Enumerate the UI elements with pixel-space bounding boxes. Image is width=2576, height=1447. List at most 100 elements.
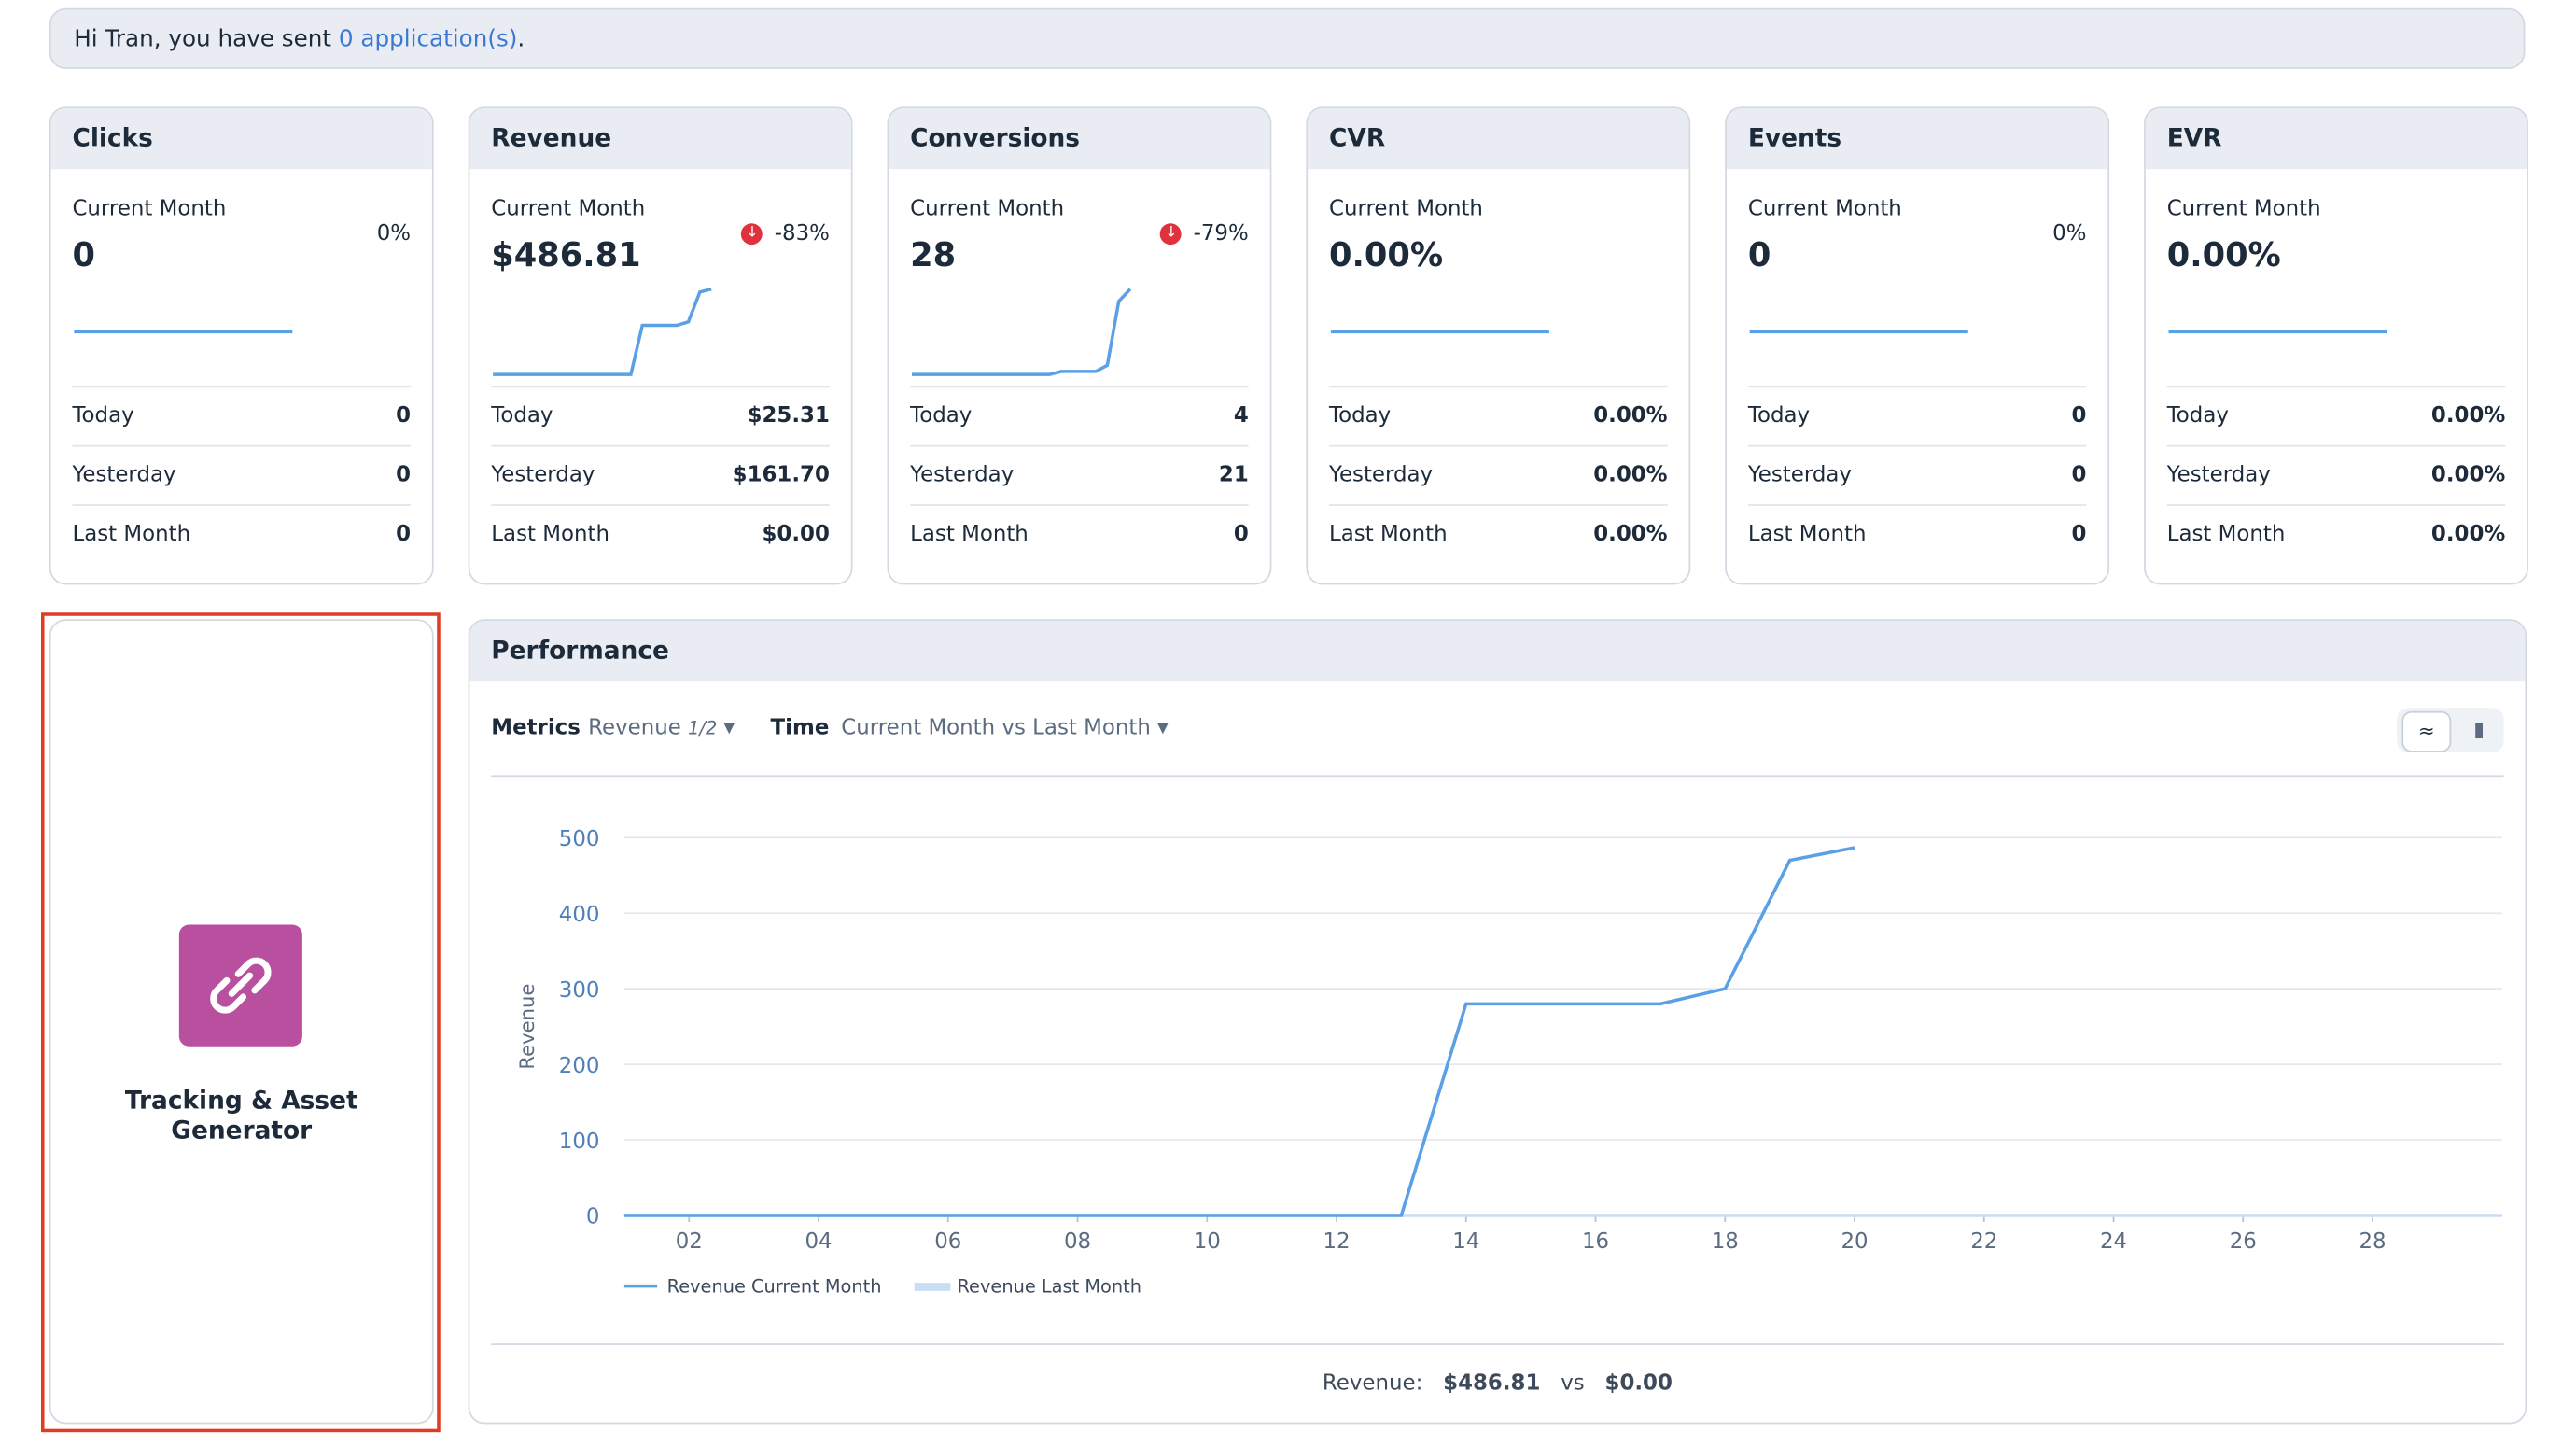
sparkline [911, 288, 1132, 376]
greeting-text: Hi Tran, you have sent [74, 26, 339, 53]
stat-card: Events Current Month 0 0% Today 0 Yesterday 0 La… [1725, 106, 2110, 585]
card-period: Current Month [2166, 197, 2321, 222]
row-label: Today [72, 403, 134, 429]
card-value: 0 [72, 234, 95, 274]
stat-card: CVR Current Month 0.00% Today 0.00% Yesterday… [1306, 106, 1691, 585]
card-change: -79% ↓ [1160, 222, 1249, 246]
row-label: Last Month [1747, 522, 1867, 547]
stat-card: Revenue Current Month $486.81 -83% ↓ Today $25… [468, 106, 853, 585]
performance-title: Performance [469, 621, 2526, 682]
row-label: Today [1747, 403, 1811, 429]
time-label: Time [770, 716, 830, 741]
row-value: 0 [2071, 463, 2087, 488]
row-label: Last Month [910, 522, 1029, 547]
row-label: Yesterday [2166, 463, 2271, 488]
link-icon [178, 924, 302, 1047]
row-value: 21 [1218, 463, 1249, 488]
footer-previous: $0.00 [1604, 1371, 1673, 1397]
card-value: 28 [910, 234, 957, 274]
row-label: Last Month [72, 522, 191, 547]
sparkline [2168, 330, 2387, 334]
row-value: 0.00% [1593, 463, 1668, 488]
card-value: $486.81 [491, 234, 641, 274]
row-divider [1747, 504, 2087, 506]
row-value: 0.00% [1593, 403, 1668, 429]
card-period: Current Month [1747, 197, 1902, 222]
stat-card: Clicks Current Month 0 0% Today 0 Yesterday 0 La… [49, 106, 434, 585]
row-value: 0.00% [1593, 522, 1668, 547]
row-label: Yesterday [1747, 463, 1852, 488]
row-value: $25.31 [747, 403, 830, 429]
row-divider [1329, 386, 1668, 388]
card-value: 0.00% [1329, 234, 1444, 274]
row-label: Today [2166, 403, 2229, 429]
down-icon: ↓ [741, 223, 763, 246]
row-value: 0 [2071, 403, 2087, 429]
row-label: Yesterday [1329, 463, 1434, 488]
row-divider [1329, 504, 1668, 506]
sparkline-line [911, 288, 1132, 376]
sparkline [74, 330, 293, 334]
footer-vs: vs [1561, 1371, 1585, 1397]
footer-current: $486.81 [1443, 1371, 1541, 1397]
card-period: Current Month [1329, 197, 1483, 222]
metric: Revenue [588, 716, 681, 741]
card-title: Revenue [469, 108, 851, 170]
stat-card: Conversions Current Month 28 -79% ↓ Today 4 Yes… [887, 106, 1272, 585]
performance-panel: Performance Metrics Revenue 1/2 ▾ Time C… [468, 619, 2527, 1425]
row-value: 0 [396, 522, 412, 547]
footer: Revenue: $486.81 vs $0.00 [469, 1371, 2525, 1396]
highlight-box [41, 612, 441, 1433]
row-divider [1747, 386, 2087, 388]
row-divider [910, 444, 1249, 447]
card-value: 0 [1747, 234, 1771, 274]
card-title: Events [1726, 108, 2108, 170]
row-value: 0 [1233, 522, 1249, 547]
applications-link[interactable]: 0 application(s) [338, 26, 518, 53]
row-value: $161.70 [732, 463, 830, 488]
row-label: Yesterday [491, 463, 595, 488]
sparkline [1330, 330, 1549, 334]
row-value: $0.00 [762, 522, 830, 547]
card-title: Clicks [50, 108, 432, 170]
row-value: 0.00% [2430, 463, 2506, 488]
tile-label: Tracking & Asset Generator [124, 1085, 358, 1145]
card-value: 0.00% [2166, 234, 2281, 274]
metric-select[interactable]: Revenue 1/2 ▾ [588, 716, 735, 741]
row-divider [1747, 444, 2087, 447]
row-value: 0 [2071, 522, 2087, 547]
row-divider [1329, 444, 1668, 447]
row-divider [72, 504, 412, 506]
divider [491, 775, 2504, 778]
time-select[interactable]: Current Month vs Last Month ▾ [841, 716, 1169, 741]
row-value: 0.00% [2430, 403, 2506, 429]
card-period: Current Month [491, 197, 646, 222]
link-glyph [210, 957, 272, 1014]
time: Current Month vs Last Month [841, 716, 1151, 741]
sparkline [1749, 330, 1968, 334]
down-icon: ↓ [1160, 223, 1183, 246]
row-divider [2166, 444, 2506, 447]
metrics-label: Metrics [491, 716, 581, 741]
greeting-end: . [517, 26, 525, 53]
footer-label: Revenue: [1322, 1371, 1423, 1397]
row-divider [72, 386, 412, 388]
row-divider [491, 444, 830, 447]
row-label: Yesterday [72, 463, 176, 488]
line-chart-button[interactable]: ≈ [2401, 710, 2452, 752]
bar-chart-button[interactable]: ▮ [2473, 717, 2485, 741]
row-label: Last Month [2166, 522, 2286, 547]
divider [491, 1343, 2504, 1345]
card-change: 0% [376, 221, 412, 246]
row-value: 0.00% [2430, 522, 2506, 547]
card-title: EVR [2145, 108, 2527, 170]
card-period: Current Month [910, 197, 1065, 222]
card-title: Conversions [889, 108, 1270, 170]
tracking-tile[interactable]: Tracking & Asset Generator [49, 619, 434, 1425]
row-value: 0 [396, 463, 412, 488]
row-divider [910, 504, 1249, 506]
row-label: Today [910, 403, 973, 429]
row-label: Yesterday [910, 463, 1015, 488]
